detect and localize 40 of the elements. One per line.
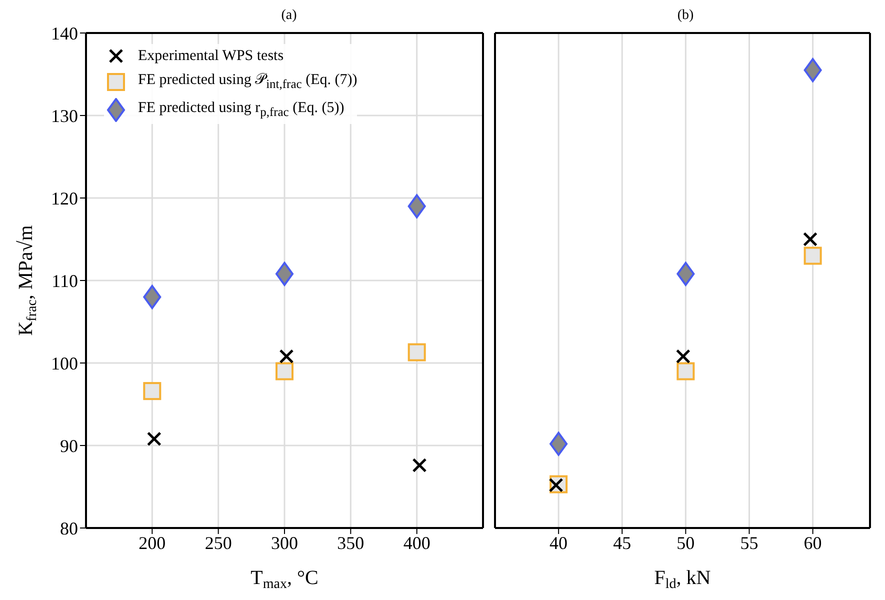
x-tick-label: 45 (613, 532, 632, 553)
x-tick-label: 55 (740, 532, 758, 553)
y-tick-label: 130 (51, 106, 78, 126)
point (676, 349, 690, 364)
point (279, 349, 294, 364)
x-axis-title: T$_{max}$, °C (250, 567, 318, 592)
point (408, 194, 426, 218)
y-tick-label: 90 (60, 436, 78, 456)
point (276, 362, 294, 380)
x-tick-label: 350 (337, 532, 364, 553)
point (804, 246, 822, 265)
chart-title: (b) (676, 8, 695, 24)
point (143, 382, 162, 400)
point (408, 343, 426, 362)
y-tick-label: 140 (51, 23, 78, 44)
x-tick-label: 50 (676, 532, 695, 553)
point (803, 232, 818, 246)
chart-title: (a) (280, 8, 298, 24)
x-tick-label: 250 (204, 532, 232, 553)
point (146, 432, 162, 446)
point (276, 262, 294, 286)
x-tick-label: 40 (550, 532, 568, 553)
point (143, 285, 162, 309)
y-tick-label: 110 (52, 270, 78, 291)
legend-label: FE predicted using r$_{p,frac}$ (Eq. (5)) (138, 99, 344, 121)
y-tick-label: 100 (51, 353, 78, 374)
point (676, 262, 695, 286)
x-axis-title: F$_{ld}$, kN (654, 567, 711, 592)
x-tick-label: 400 (403, 532, 430, 553)
point (804, 58, 822, 82)
y-tick-label: 80 (60, 518, 78, 538)
y-tick-label: 120 (51, 188, 78, 208)
point (412, 458, 427, 473)
point (550, 432, 568, 456)
point (676, 362, 695, 380)
x-tick-label: 200 (138, 532, 166, 553)
x-tick-label: 60 (804, 532, 822, 553)
legend-label: FE predicted using 𝒫$_{int,frac}$ (Eq. (7)) (138, 71, 358, 93)
legend-label: Experimental WPS tests (138, 47, 284, 66)
x-tick-label: 300 (271, 532, 298, 553)
